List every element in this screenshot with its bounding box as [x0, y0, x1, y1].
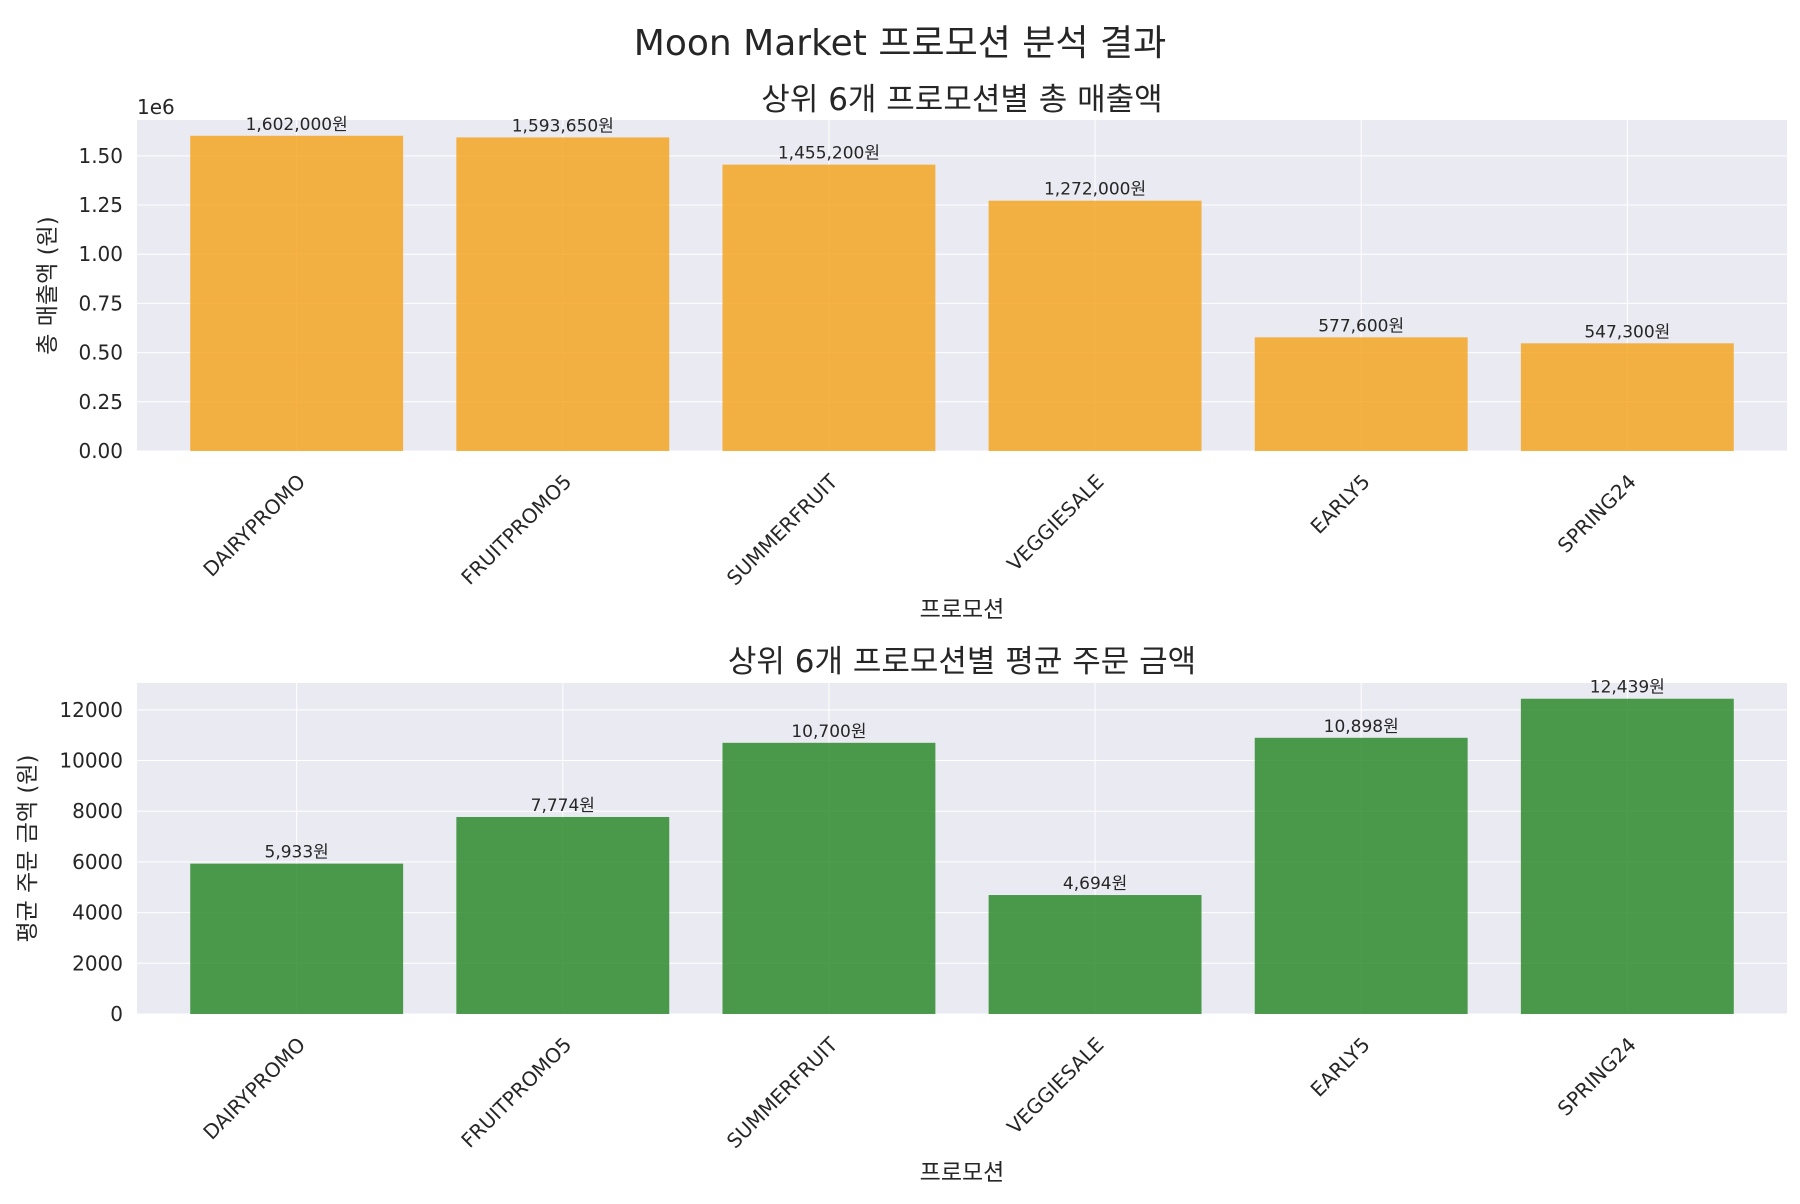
c1-data-label: 1,455,200원	[778, 144, 880, 164]
c2-bar	[988, 895, 1202, 1014]
c1-ytick-label: 0.25	[78, 390, 123, 414]
c1-data-label: 547,300원	[1584, 322, 1670, 342]
c2-xtick-label: SPRING24	[1553, 1032, 1641, 1120]
c1-xtick-label: VEGGIESALE	[1002, 469, 1108, 575]
c1-xtick-label: SUMMERFRUIT	[722, 469, 843, 590]
c2-bar	[1520, 698, 1734, 1014]
c1-xtick-label: EARLY5	[1306, 469, 1375, 538]
c1-bar	[988, 200, 1202, 451]
c2-xtick-label: SUMMERFRUIT	[722, 1032, 843, 1153]
c1-axis-offset-label: 1e6	[137, 95, 175, 119]
c1-ytick-label: 1.00	[78, 242, 123, 266]
c1-x-axis-label: 프로모션	[920, 597, 1005, 623]
c1-data-label: 1,593,650원	[512, 116, 614, 136]
c1-bar	[722, 164, 936, 451]
c2-xtick-label: EARLY5	[1306, 1032, 1375, 1101]
figure-title: Moon Market 프로모션 분석 결과	[633, 23, 1167, 64]
c1-data-label: 577,600원	[1318, 316, 1404, 336]
c2-bar	[456, 816, 670, 1014]
c2-ytick-label: 0	[110, 1002, 123, 1026]
c1-bar	[1254, 337, 1468, 451]
c2-xtick-label: DAIRYPROMO	[198, 1032, 310, 1144]
c2-xtick-label: FRUITPROMO5	[456, 1032, 576, 1152]
c2-data-label: 4,694원	[1063, 874, 1127, 894]
c2-bar	[190, 863, 404, 1014]
c2-bar	[722, 742, 936, 1014]
c1-ytick-label: 1.50	[78, 144, 123, 168]
c1-ytick-label: 0.00	[78, 439, 123, 463]
c1-bar	[190, 135, 404, 451]
c1-xtick-label: SPRING24	[1553, 469, 1641, 557]
c1-ytick-label: 0.75	[78, 291, 123, 315]
c1-bar	[1520, 343, 1734, 451]
c2-ytick-label: 8000	[72, 799, 123, 823]
c2-ytick-label: 2000	[72, 951, 123, 975]
c2-data-label: 10,700원	[791, 722, 866, 742]
c1-y-axis-label: 총 매출액 (원)	[35, 216, 61, 354]
c1-data-label: 1,272,000원	[1044, 180, 1146, 200]
c2-ytick-label: 6000	[72, 850, 123, 874]
c2-chart-title: 상위 6개 프로모션별 평균 주문 금액	[728, 644, 1196, 680]
c1-bar	[456, 137, 670, 451]
c1-ytick-label: 0.50	[78, 341, 123, 365]
c1-plot-area	[137, 120, 1787, 451]
c2-ytick-label: 12000	[59, 698, 123, 722]
c2-data-label: 5,933원	[265, 843, 329, 863]
c2-data-label: 12,439원	[1590, 678, 1665, 698]
c1-ytick-label: 1.25	[78, 193, 123, 217]
c2-y-axis-label: 평균 주문 금액 (원)	[15, 755, 41, 943]
c2-data-label: 10,898원	[1324, 717, 1399, 737]
c1-xtick-label: FRUITPROMO5	[456, 469, 576, 589]
c1-data-label: 1,602,000원	[246, 115, 348, 135]
c2-ytick-label: 4000	[72, 901, 123, 925]
c2-ytick-label: 10000	[59, 749, 123, 773]
c2-x-axis-label: 프로모션	[920, 1160, 1005, 1186]
c2-data-label: 7,774원	[531, 796, 595, 816]
c2-bar	[1254, 737, 1468, 1014]
c2-plot-area	[137, 683, 1787, 1014]
c2-xtick-label: VEGGIESALE	[1002, 1032, 1108, 1138]
c1-xtick-label: DAIRYPROMO	[198, 469, 310, 581]
c1-chart-title: 상위 6개 프로모션별 총 매출액	[761, 82, 1162, 118]
